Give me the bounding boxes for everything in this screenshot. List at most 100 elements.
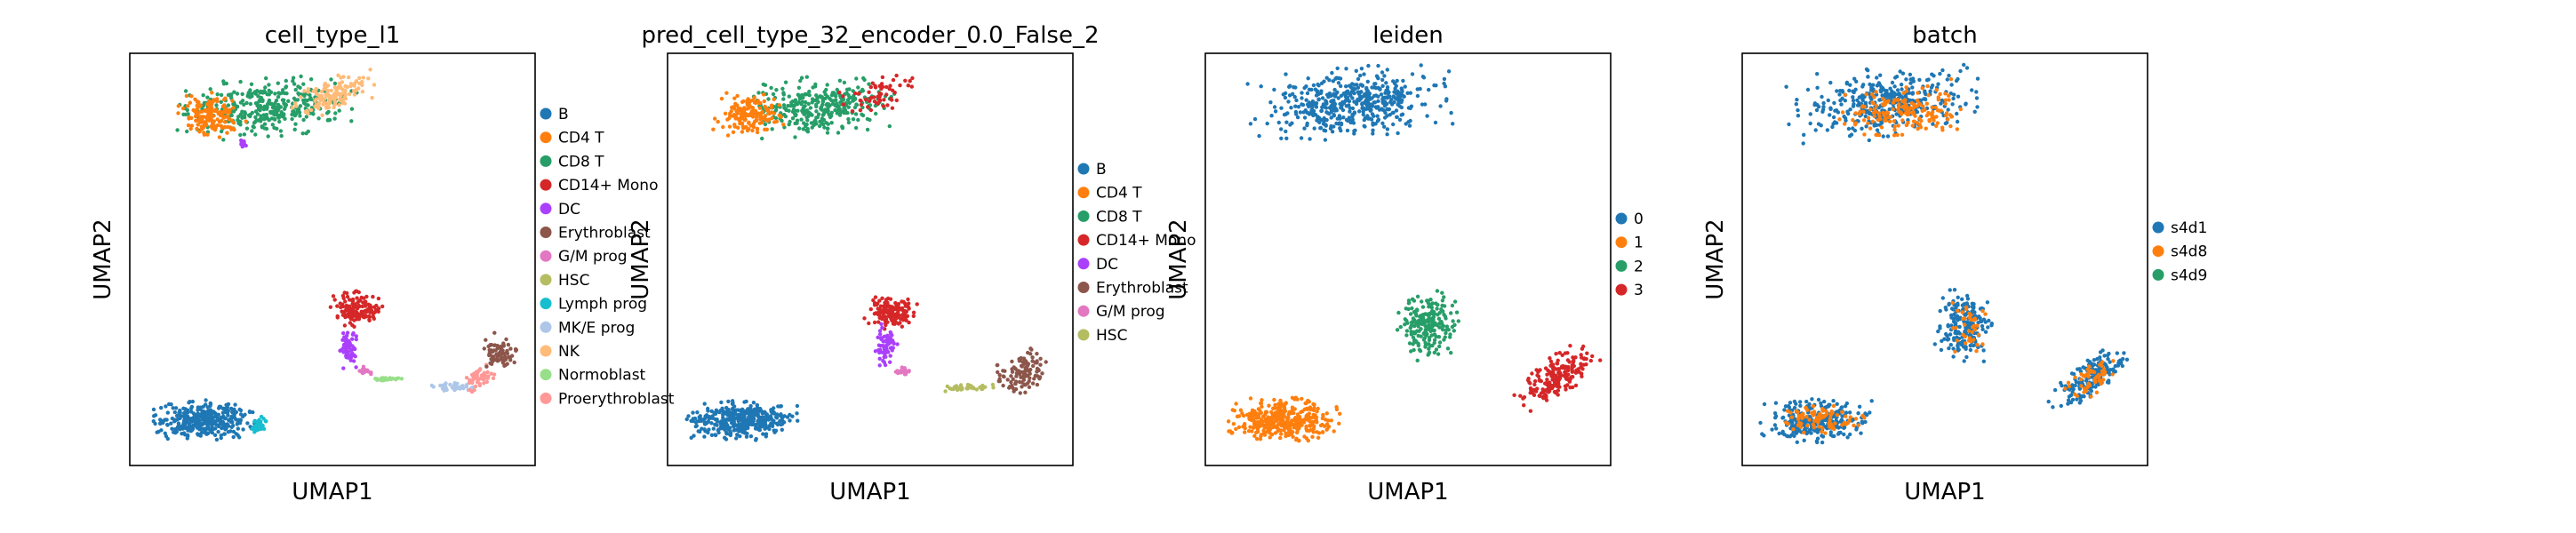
scatter-point — [340, 99, 345, 104]
scatter-point — [1951, 96, 1956, 101]
legend-label: G/M prog — [558, 248, 628, 266]
legend-marker — [540, 107, 552, 120]
scatter-point — [1844, 401, 1849, 406]
scatter-point — [185, 433, 190, 437]
scatter-point — [236, 418, 241, 422]
scatter-point — [232, 90, 236, 94]
scatter-point — [195, 111, 200, 115]
scatter-point — [276, 94, 281, 99]
scatter-point — [1943, 98, 1948, 102]
scatter-point — [1260, 404, 1264, 409]
scatter-point — [354, 334, 358, 338]
scatter-point — [1284, 129, 1288, 134]
scatter-point — [820, 122, 826, 127]
scatter-point — [1022, 370, 1027, 374]
scatter-point — [731, 105, 736, 109]
scatter-point — [238, 408, 244, 413]
scatter-point — [1544, 398, 1549, 402]
scatter-point — [814, 115, 819, 120]
scatter-point — [373, 307, 379, 313]
scatter-point — [1269, 410, 1274, 415]
scatter-point — [1295, 397, 1300, 402]
scatter-point — [1781, 415, 1786, 420]
scatter-point — [1544, 380, 1549, 386]
scatter-point — [1924, 126, 1928, 131]
scatter-point — [1382, 124, 1387, 129]
scatter-point — [1579, 362, 1583, 366]
scatter-point — [208, 408, 212, 412]
scatter-point — [1320, 430, 1325, 434]
scatter-point — [874, 111, 878, 116]
scatter-point — [369, 308, 374, 313]
scatter-point — [189, 123, 194, 128]
scatter-point — [1556, 367, 1562, 371]
scatter-point — [188, 417, 193, 421]
scatter-point — [1904, 123, 1909, 127]
scatter-point — [1836, 110, 1841, 115]
scatter-point — [872, 320, 877, 325]
scatter-point — [218, 113, 223, 118]
scatter-point — [820, 96, 825, 100]
scatter-point — [1900, 87, 1904, 91]
scatter-point — [229, 406, 234, 411]
scatter-point — [371, 312, 375, 316]
scatter-point — [328, 100, 332, 106]
scatter-point — [1875, 128, 1880, 132]
scatter-point — [347, 75, 351, 80]
scatter-point — [888, 337, 893, 341]
scatter-point — [898, 83, 902, 88]
scatter-point — [1323, 138, 1328, 142]
scatter-point — [1273, 431, 1278, 435]
scatter-point — [1279, 136, 1284, 140]
scatter-point — [220, 426, 226, 430]
scatter-point — [1804, 431, 1809, 436]
scatter-point — [908, 79, 912, 84]
scatter-point — [799, 76, 804, 80]
scatter-point — [894, 306, 899, 311]
scatter-point — [1828, 412, 1833, 418]
scatter-point — [1928, 89, 1932, 93]
scatter-point — [822, 125, 827, 130]
scatter-point — [1449, 110, 1453, 115]
scatter-point — [903, 315, 908, 320]
scatter-point — [1571, 364, 1575, 369]
scatter-point — [700, 417, 704, 422]
scatter-point — [368, 68, 372, 72]
scatter-point — [1265, 429, 1270, 434]
scatter-point — [816, 112, 821, 116]
scatter-point — [830, 92, 835, 98]
scatter-point — [891, 77, 896, 83]
scatter-point — [1331, 101, 1336, 107]
legend-marker — [540, 227, 552, 238]
scatter-point — [203, 426, 208, 431]
scatter-point — [1772, 411, 1778, 416]
scatter-point — [238, 412, 244, 417]
scatter-point — [684, 417, 689, 422]
scatter-point — [1902, 100, 1907, 105]
scatter-point — [1443, 84, 1448, 89]
scatter-point — [892, 340, 896, 346]
scatter-point — [1005, 378, 1010, 382]
scatter-point — [1364, 85, 1369, 91]
scatter-point — [1812, 418, 1817, 423]
scatter-point — [1441, 323, 1446, 329]
scatter-point — [1786, 404, 1791, 409]
scatter-point — [1280, 415, 1285, 420]
scatter-point — [284, 91, 289, 96]
scatter-point — [881, 104, 886, 108]
scatter-point — [1364, 93, 1368, 98]
scatter-point — [1893, 92, 1898, 97]
scatter-point — [1010, 383, 1014, 388]
scatter-point — [296, 91, 300, 96]
scatter-point — [223, 120, 228, 124]
scatter-point — [1560, 353, 1564, 357]
scatter-point — [867, 90, 871, 95]
scatter-point — [1874, 104, 1879, 108]
scatter-point — [746, 408, 751, 413]
scatter-point — [1425, 318, 1429, 322]
scatter-point — [332, 298, 337, 302]
scatter-point — [1956, 76, 1960, 82]
scatter-point — [350, 307, 355, 312]
scatter-point — [1332, 429, 1336, 434]
scatter-point — [217, 135, 222, 139]
